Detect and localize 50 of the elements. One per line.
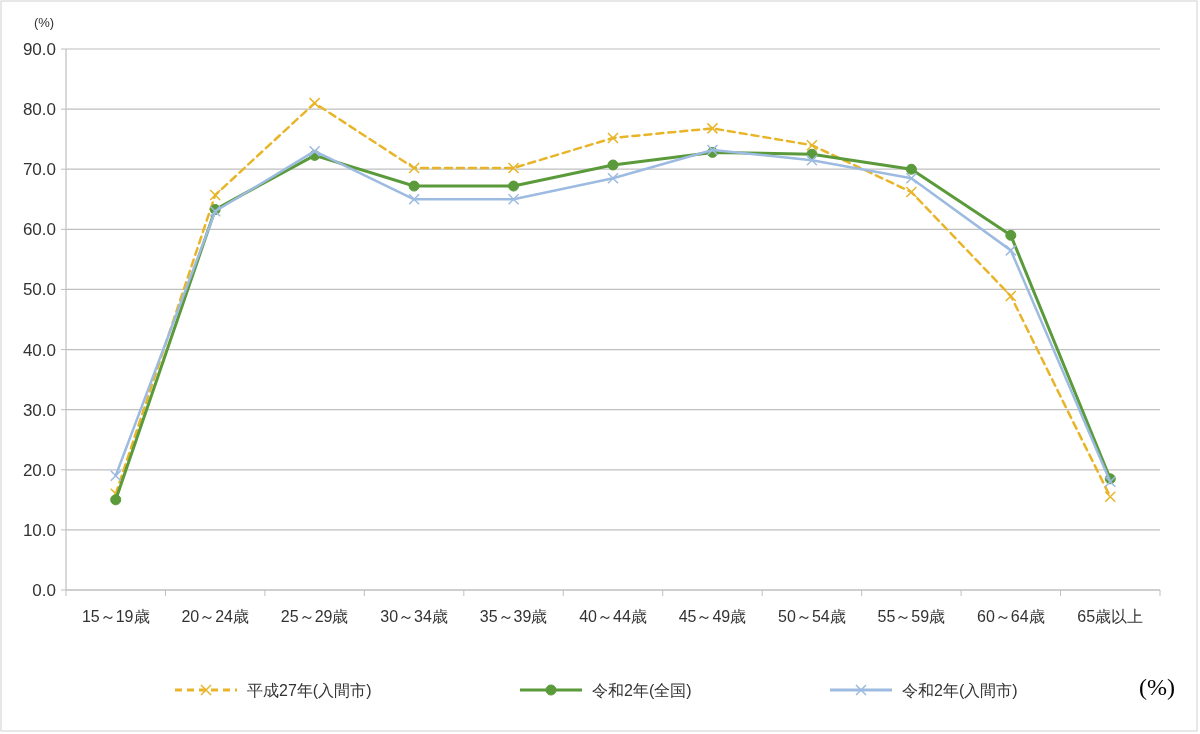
x-tick-label: 60～64歳 bbox=[977, 608, 1045, 625]
x-tick-label: 30～34歳 bbox=[380, 608, 448, 625]
point bbox=[308, 145, 321, 157]
point bbox=[308, 97, 321, 109]
x-tick-label: 40～44歳 bbox=[579, 608, 647, 625]
y-tick-label: 10.0 bbox=[22, 520, 56, 540]
x-tick-label: 35～39歳 bbox=[479, 608, 548, 625]
y-tick-label: 90.0 bbox=[22, 40, 56, 59]
point bbox=[806, 154, 818, 166]
point bbox=[706, 122, 719, 135]
y-axis-title: (%) bbox=[33, 15, 55, 30]
point bbox=[408, 180, 420, 192]
point bbox=[209, 189, 221, 201]
legend-label: 令和2年(全国) bbox=[592, 682, 692, 699]
y-tick-label: 80.0 bbox=[22, 100, 56, 120]
point bbox=[607, 159, 619, 171]
point bbox=[1005, 229, 1017, 241]
point bbox=[1104, 491, 1117, 503]
x-tick-label: 50～54歳 bbox=[778, 608, 846, 625]
point bbox=[507, 193, 520, 206]
y-tick-label: 50.0 bbox=[22, 280, 56, 300]
point bbox=[110, 494, 122, 506]
point bbox=[905, 172, 918, 184]
legend-label: 平成27年(入間市) bbox=[247, 682, 372, 699]
y-tick-label: 0.0 bbox=[32, 581, 56, 600]
point bbox=[507, 162, 520, 174]
x-tick-label: 20～24歳 bbox=[181, 608, 249, 625]
x-tick-label: 55～59歳 bbox=[877, 608, 946, 625]
point bbox=[508, 180, 520, 192]
y-tick-label: 40.0 bbox=[22, 340, 56, 360]
x-tick-label: 45～49歳 bbox=[678, 608, 747, 625]
legend-label: 令和2年(入間市) bbox=[902, 682, 1018, 699]
point bbox=[905, 186, 918, 198]
y-tick-label: 60.0 bbox=[22, 220, 56, 240]
x-tick-label: 15～19歳 bbox=[81, 608, 150, 625]
y-tick-label: 70.0 bbox=[22, 160, 56, 180]
x-tick-label: 65歳以上 bbox=[1077, 608, 1144, 625]
point bbox=[806, 139, 818, 151]
x-tick-label: 25～29歳 bbox=[280, 608, 349, 625]
point bbox=[905, 163, 917, 175]
point bbox=[1005, 244, 1017, 257]
point bbox=[408, 193, 420, 206]
point bbox=[607, 172, 619, 184]
y-tick-label: 30.0 bbox=[22, 400, 56, 420]
y-tick-label: 20.0 bbox=[22, 460, 56, 480]
point bbox=[1005, 290, 1017, 302]
point bbox=[408, 162, 420, 174]
point bbox=[607, 132, 619, 144]
text: (%) bbox=[1139, 674, 1175, 700]
point bbox=[109, 470, 122, 482]
